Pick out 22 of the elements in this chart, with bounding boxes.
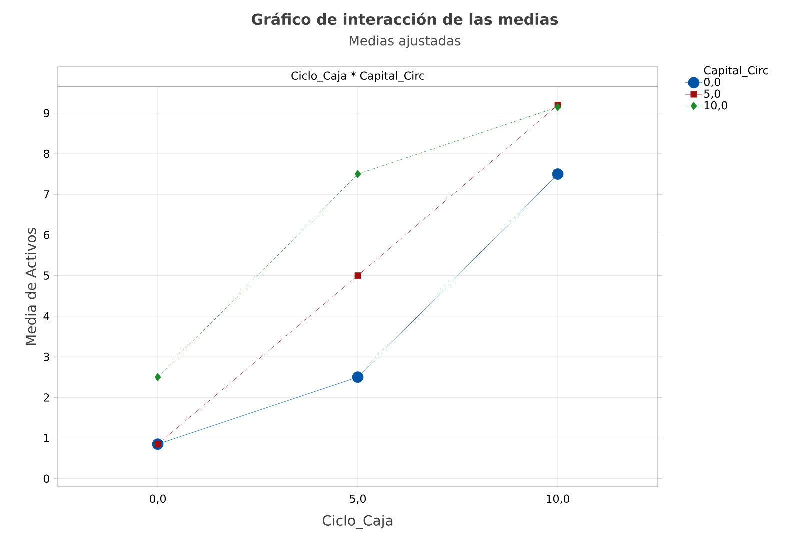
x-tick-label: 10,0 bbox=[546, 494, 570, 504]
chart-subtitle: Medias ajustadas bbox=[350, 36, 461, 48]
y-axis-title: Media de Activos bbox=[26, 228, 36, 346]
y-tick-label: 8 bbox=[44, 150, 50, 158]
y-tick-label: 2 bbox=[44, 394, 50, 402]
x-tick-label: 0,0 bbox=[150, 494, 166, 504]
legend-label: 5,0 bbox=[704, 90, 720, 100]
y-tick-label: 6 bbox=[44, 231, 50, 240]
y-tick-label: 4 bbox=[44, 312, 50, 320]
y-tick-label: 5 bbox=[44, 272, 50, 280]
legend-title: Capital_Circ bbox=[704, 66, 768, 78]
x-tick-label: 5,0 bbox=[350, 494, 366, 504]
y-tick-label: 0 bbox=[44, 474, 50, 484]
y-tick-label: 7 bbox=[44, 190, 50, 199]
text: Ciclo_Caja * Capital_Circ bbox=[292, 72, 424, 82]
y-tick-label: 3 bbox=[44, 352, 50, 362]
y-tick-label: 1 bbox=[44, 434, 50, 442]
chart-title: Gráfico de interacción de las medias bbox=[252, 12, 558, 26]
legend-label: 0,0 bbox=[704, 78, 720, 88]
legend-label: 10,0 bbox=[704, 101, 728, 111]
y-tick-label: 9 bbox=[44, 109, 50, 118]
x-axis-title: Ciclo_Caja bbox=[322, 515, 393, 530]
